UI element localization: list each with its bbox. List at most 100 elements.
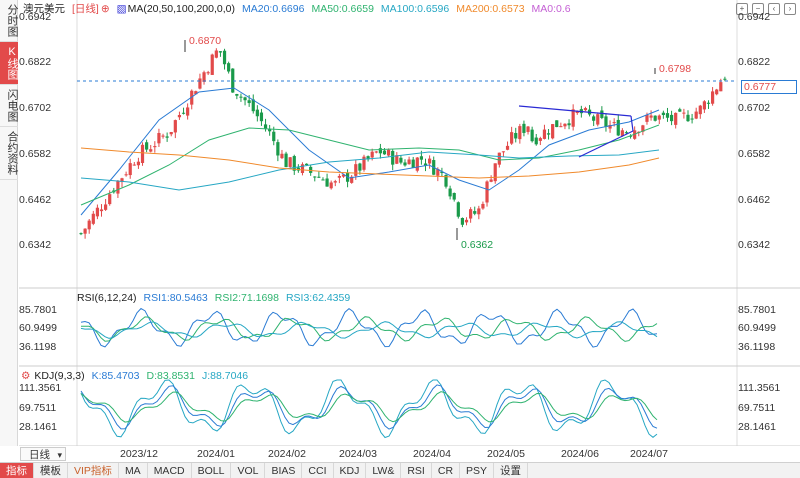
candle-body	[702, 101, 706, 110]
candle-body	[710, 91, 715, 104]
candle-body	[452, 193, 456, 200]
toolbar-vip-indicator[interactable]: VIP指标	[68, 463, 119, 478]
ma50-value: MA50:0.6659	[311, 3, 374, 15]
candle-body	[653, 115, 657, 121]
candle-body	[571, 109, 575, 127]
right-arrow-icon[interactable]: ›	[784, 3, 796, 15]
rsi2-value: RSI2:71.1698	[214, 292, 279, 304]
period-select[interactable]: 日线	[20, 447, 66, 462]
toolbar-macd[interactable]: MACD	[148, 463, 192, 478]
candle-body	[259, 112, 264, 122]
kdj-settings-icon[interactable]: ⚙	[21, 370, 31, 382]
toolbar-bias[interactable]: BIAS	[265, 463, 303, 478]
candle-body	[477, 208, 481, 215]
rsi-tick-right: 36.1198	[738, 341, 776, 353]
toolbar-psy[interactable]: PSY	[460, 463, 495, 478]
candle-body	[362, 156, 366, 170]
rsi3-value: RSI3:62.4359	[285, 292, 351, 304]
candle-body	[559, 126, 563, 128]
tab-contract-info[interactable]: 合约资料	[0, 127, 18, 180]
price-tick-left: 0.6822	[19, 56, 52, 68]
candle-body	[263, 124, 268, 129]
kdj-d-value: D:83.8531	[146, 370, 195, 382]
candle-body	[538, 138, 542, 141]
left-arrow-icon[interactable]: ‹	[768, 3, 780, 15]
candle-body	[645, 114, 649, 122]
candle-body	[505, 145, 510, 150]
toolbar-vol[interactable]: VOL	[231, 463, 266, 478]
candle-body	[641, 125, 645, 132]
candle-body	[186, 107, 190, 116]
candle-body	[403, 162, 407, 166]
toolbar-cci[interactable]: CCI	[302, 463, 334, 478]
kline-chart-canvas[interactable]: 0.6870 0.6362 0.6798	[19, 0, 800, 446]
rsi-tick-right: 60.9499	[738, 322, 776, 334]
x-axis-label: 2023/12	[120, 448, 158, 460]
recent-high-label: 0.6798	[659, 63, 691, 75]
candle-body	[309, 166, 313, 173]
candle-body	[292, 156, 296, 171]
price-tick: 0.6582	[738, 148, 771, 160]
candle-body	[284, 153, 288, 168]
low-label: 0.6362	[461, 239, 493, 251]
trendline-lower	[578, 130, 634, 158]
candle-body	[583, 108, 588, 111]
candle-body	[272, 131, 276, 142]
candle-body	[222, 50, 227, 65]
minus-icon[interactable]: −	[752, 3, 764, 15]
candle-body	[149, 149, 153, 152]
tab-timeshare[interactable]: 分时图	[0, 0, 18, 42]
candle-body	[235, 94, 239, 96]
candle-body	[116, 180, 120, 194]
candle-body	[518, 126, 522, 140]
toolbar-ma[interactable]: MA	[119, 463, 148, 478]
candle-body	[194, 91, 198, 95]
toolbar-kdj[interactable]: KDJ	[334, 463, 367, 478]
candle-body	[411, 159, 415, 168]
candle-body	[247, 100, 251, 104]
indicator-toolbar: 指标 模板 VIP指标 MA MACD BOLL VOL BIAS CCI KD…	[0, 462, 800, 478]
chart-tool-icons: + − ‹ ›	[736, 3, 796, 15]
toolbar-indicator[interactable]: 指标	[0, 463, 34, 478]
ma-indicator-icon: ▧	[116, 3, 127, 15]
candle-body	[214, 50, 218, 58]
candle-body	[239, 96, 243, 98]
toolbar-template[interactable]: 模板	[34, 463, 68, 478]
candle-body	[341, 174, 346, 177]
add-icon[interactable]: +	[736, 3, 748, 15]
toolbar-cr[interactable]: CR	[432, 463, 461, 478]
candle-body	[202, 72, 206, 82]
candle-body	[669, 114, 674, 122]
price-tick: 0.6822	[738, 56, 771, 68]
candle-body	[649, 115, 653, 118]
candle-body	[329, 182, 333, 189]
candle-body	[391, 150, 395, 165]
candle-body	[218, 51, 223, 53]
candle-body	[268, 129, 272, 132]
candle-body	[592, 116, 596, 121]
candle-body	[313, 176, 317, 178]
x-axis-label: 2024/04	[413, 448, 451, 460]
candle-body	[448, 188, 452, 197]
candle-body	[423, 163, 428, 166]
candle-body	[567, 123, 571, 126]
candle-body	[526, 126, 530, 132]
settings-icon[interactable]: ⊕	[100, 3, 110, 15]
toolbar-settings[interactable]: 设置	[494, 463, 529, 478]
kdj-tick-left: 69.7511	[19, 402, 57, 414]
trendline-edge	[630, 115, 634, 132]
toolbar-rsi[interactable]: RSI	[401, 463, 432, 478]
candle-body	[206, 72, 210, 74]
toolbar-lw[interactable]: LW&	[366, 463, 402, 478]
tab-flash[interactable]: 闪电图	[0, 85, 18, 127]
toolbar-boll[interactable]: BOLL	[192, 463, 232, 478]
price-tick-left: 0.6342	[19, 239, 52, 251]
rsi-tick-right: 85.7801	[738, 304, 776, 316]
candle-body	[690, 118, 694, 120]
candle-body	[686, 114, 690, 122]
ma100-line	[80, 149, 660, 191]
ma50-line	[80, 124, 660, 206]
tab-kline[interactable]: K线图	[0, 42, 18, 85]
candle-body	[694, 111, 698, 119]
price-tick-left: 0.6942	[19, 11, 52, 23]
